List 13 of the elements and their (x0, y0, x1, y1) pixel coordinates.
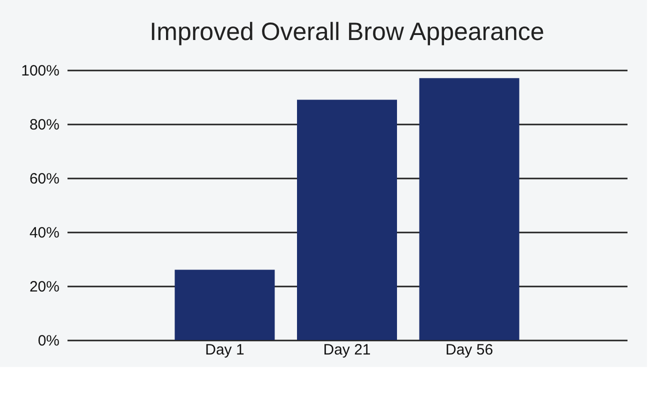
y-tick-label: 80% (29, 116, 60, 134)
chart-title: Improved Overall Brow Appearance (150, 18, 544, 46)
y-tick-label: 20% (29, 278, 60, 296)
x-tick-label: Day 21 (323, 342, 371, 358)
x-tick-label: Day 56 (446, 342, 494, 358)
y-tick-label: 0% (38, 332, 60, 350)
bar (174, 270, 275, 340)
bar (419, 78, 520, 340)
x-tick-label: Day 1 (205, 342, 244, 358)
y-tick-label: 40% (29, 224, 60, 242)
y-tick-label: 60% (29, 170, 60, 188)
bar (297, 100, 397, 340)
y-tick-label: 100% (21, 62, 60, 80)
